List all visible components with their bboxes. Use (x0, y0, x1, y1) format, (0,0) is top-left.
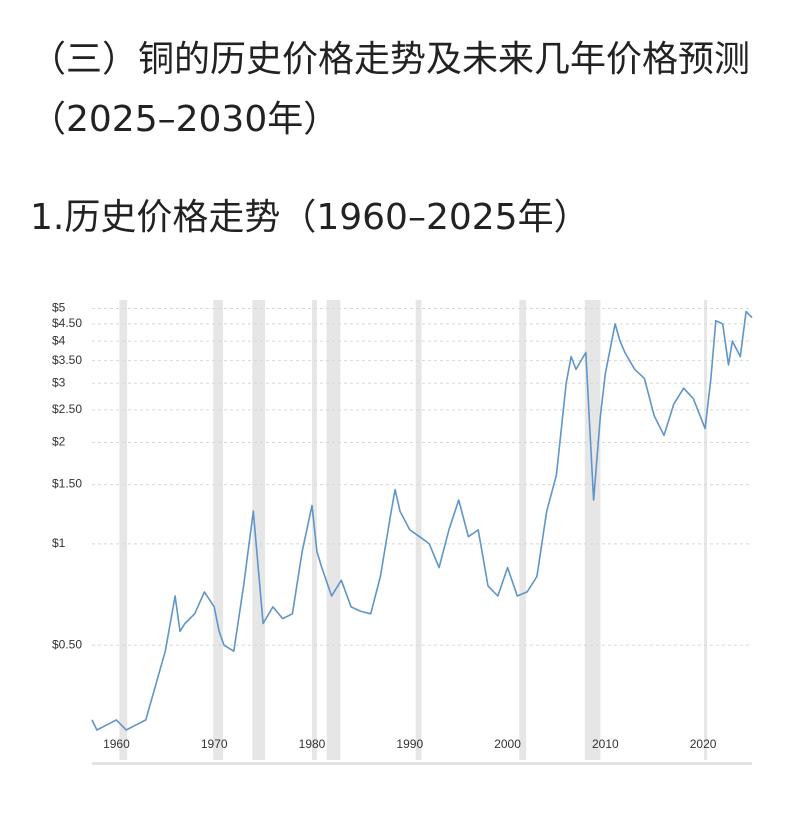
y-tick-label: $2.50 (52, 402, 82, 416)
x-tick-label: 1960 (103, 737, 130, 751)
x-tick-label: 2000 (494, 737, 521, 751)
y-tick-label: $1.50 (52, 477, 82, 491)
heading: （三）铜的历史价格走势及未来几年价格预测（2025–2030年） (30, 39, 751, 140)
shaded-period (519, 300, 527, 760)
x-tick-label: 2010 (592, 737, 619, 751)
shaded-period (326, 300, 341, 760)
y-tick-label: $0.50 (52, 637, 82, 651)
shaded-period (415, 300, 422, 760)
y-tick-label: $4.50 (52, 316, 82, 330)
shaded-period (213, 300, 224, 760)
y-tick-label: $3.50 (52, 353, 82, 367)
y-tick-label: $2 (52, 435, 66, 449)
x-tick-label: 1990 (396, 737, 423, 751)
shaded-period (704, 300, 708, 760)
y-tick-label: $5 (52, 301, 66, 315)
axis-base (92, 762, 752, 765)
y-tick-label: $4 (52, 333, 66, 347)
subheading: 1.历史价格走势（1960–2025年） (30, 197, 590, 238)
x-tick-label: 1970 (201, 737, 228, 751)
price-line (91, 310, 753, 731)
y-tick-label: $3 (52, 375, 66, 389)
y-tick-label: $1 (52, 536, 66, 550)
x-tick-label: 1980 (299, 737, 326, 751)
shaded-period (119, 300, 128, 760)
x-tick-label: 2020 (690, 737, 717, 751)
